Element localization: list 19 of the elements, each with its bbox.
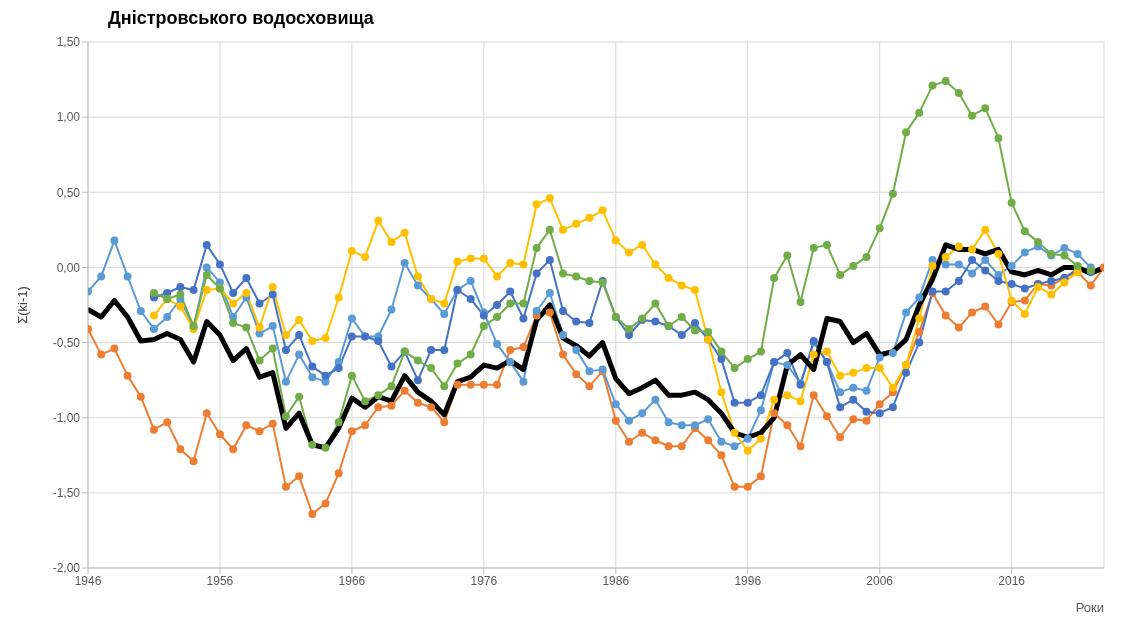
y-axis-title: Σ(ki-1) (14, 286, 30, 324)
x-tick-label: 1946 (74, 573, 102, 588)
y-tick-label: -0,50 (52, 335, 81, 350)
x-tick-label: 1996 (734, 573, 762, 588)
y-tick-label: 0,50 (56, 185, 81, 200)
y-tick-label: 1,00 (56, 110, 81, 125)
chart-title: Дністровського водосховища (107, 8, 375, 30)
x-tick-label: 2006 (866, 573, 894, 588)
y-tick-label: 0,00 (56, 260, 81, 275)
x-tick-label: 1976 (470, 573, 498, 588)
x-tick-label: 1986 (602, 573, 630, 588)
y-tick-label: -1,50 (52, 486, 81, 501)
y-tick-label: -2,00 (52, 561, 81, 576)
x-tick-label: 1956 (206, 573, 234, 588)
x-tick-label: 1966 (338, 573, 366, 588)
x-tick-label: 2016 (998, 573, 1026, 588)
y-tick-label: 1,50 (56, 35, 81, 50)
x-axis-title: Роки (1075, 600, 1104, 615)
y-tick-label: -1,00 (52, 410, 81, 425)
